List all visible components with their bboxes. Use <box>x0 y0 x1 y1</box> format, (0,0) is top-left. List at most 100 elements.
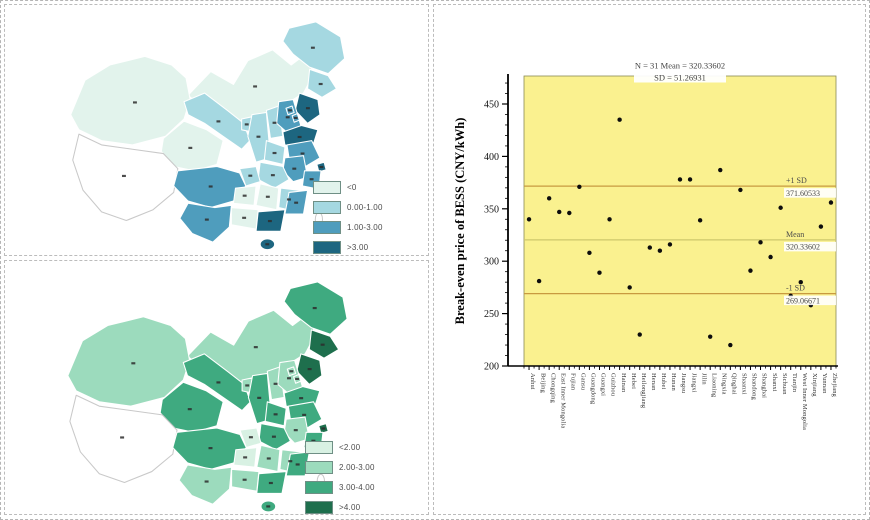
x-tick-label: Guangdong <box>590 373 597 405</box>
scatter-point <box>647 245 653 250</box>
stat-value-bg <box>784 188 836 198</box>
x-tick-label: Shanghai <box>761 373 768 398</box>
legend-label: >3.00 <box>347 243 369 252</box>
bess-scatter-chart: 200 250 300 350 400 450 Anhui Beijing Chongqing E… <box>453 60 838 430</box>
province-tibet <box>72 133 179 222</box>
province-value-marker <box>253 85 258 88</box>
x-tick-label: Hainan <box>620 373 627 393</box>
province-value-marker <box>293 116 298 120</box>
y-tick-label: 200 <box>484 362 499 373</box>
province-value-marker <box>245 384 250 387</box>
scatter-point <box>577 184 582 189</box>
stat-line-value: 320.33602 <box>786 243 820 252</box>
chart-title-line2: SD = 51.26931 <box>654 73 706 83</box>
x-tick-label: Xinjiang <box>811 373 818 397</box>
plot-area <box>523 75 837 367</box>
scatter-point <box>718 167 723 173</box>
legend-row: <2.00 <box>305 441 375 454</box>
province-value-marker <box>286 198 291 201</box>
scatter-point <box>567 210 572 216</box>
legend-row: >3.00 <box>313 241 383 254</box>
province-value-marker <box>297 135 302 139</box>
province-value-marker <box>273 413 278 416</box>
province-value-marker <box>288 109 292 112</box>
province-value-marker <box>132 101 137 104</box>
scatter-point <box>697 218 703 223</box>
province-value-marker <box>285 116 290 119</box>
province-value-marker <box>293 429 298 432</box>
legend-label: 0.00-1.00 <box>347 203 383 212</box>
legend-swatch <box>305 501 333 514</box>
province-value-marker <box>318 82 323 86</box>
province-value-marker <box>267 219 272 223</box>
province-value-marker <box>302 413 307 416</box>
province-value-marker <box>270 174 275 177</box>
scatter-point <box>677 177 683 182</box>
province-value-marker <box>288 460 293 463</box>
province-value-marker <box>208 185 213 188</box>
province-value-marker <box>257 396 262 399</box>
legend-row: 1.00-3.00 <box>313 221 383 234</box>
x-tick-label: Yunnan <box>821 373 828 394</box>
title-bg2 <box>634 72 726 83</box>
province-value-marker <box>242 478 247 481</box>
scatter-point <box>707 334 713 339</box>
chart-title-line1: N = 31 Mean = 320.33602 <box>635 61 725 71</box>
province-value-marker <box>319 165 324 169</box>
province-value-marker <box>266 457 271 460</box>
scatter-point <box>597 270 602 275</box>
province-value-marker <box>208 447 213 450</box>
x-tick-label: Tianjin <box>791 373 798 393</box>
province-value-marker <box>243 456 248 459</box>
scatter-point <box>748 268 753 273</box>
y-axis-title: Break-even price of BESS (CNY/kWh) <box>453 118 467 325</box>
stat-line-label: Mean <box>786 230 804 239</box>
stat-line-value: 269.06671 <box>786 296 820 305</box>
province-value-marker <box>292 167 297 170</box>
legend-row: <0 <box>313 181 383 194</box>
x-tick-label: Anhui <box>529 373 536 390</box>
legend-swatch <box>313 181 341 194</box>
legend-label: 3.00-4.00 <box>339 483 375 492</box>
province-value-marker <box>305 107 310 110</box>
scatter-point <box>536 278 542 284</box>
legend-label: <0 <box>347 183 357 192</box>
stat-value-bg <box>784 241 836 252</box>
province-value-marker <box>216 120 221 123</box>
scatter-point <box>818 224 824 229</box>
stat-line-label: -1 SD <box>786 284 805 293</box>
province-value-marker <box>307 368 312 371</box>
x-tick-label: East Inner Mongolia <box>559 373 566 428</box>
x-tick-label: West Inner Mongolia <box>801 373 808 430</box>
scatter-point <box>758 240 763 245</box>
scatter-point <box>828 200 834 205</box>
legend-swatch <box>313 201 341 214</box>
map-top-legend: <0 0.00-1.00 1.00-3.00 >3.00 <box>313 181 383 254</box>
province-yunnan <box>178 464 233 505</box>
x-tick-label: Hunan <box>670 373 677 391</box>
legend-label: <2.00 <box>339 443 361 452</box>
x-tick-label: Shandong <box>751 373 758 400</box>
stat-value-bg <box>784 295 836 306</box>
scatter-point <box>546 196 552 201</box>
scatter-point <box>526 217 532 222</box>
stat-line-value: 371.60533 <box>786 189 820 198</box>
legend-label: >4.00 <box>339 503 361 512</box>
scatter-point <box>738 187 743 193</box>
province-value-marker <box>311 439 316 442</box>
stat-line-label: +1 SD <box>786 176 807 185</box>
province-value-marker <box>321 427 326 430</box>
map-bottom-legend: <2.00 2.00-3.00 3.00-4.00 >4.00 <box>305 441 375 514</box>
x-tick-label: Fujian <box>569 373 576 391</box>
x-tick-label: Hubei <box>660 373 667 389</box>
province-value-marker <box>120 436 125 439</box>
scatter-point <box>667 242 673 247</box>
legend-swatch <box>313 221 341 234</box>
legend-row: >4.00 <box>305 501 375 514</box>
x-tick-label: Guangxi <box>600 373 607 396</box>
scatter-point <box>557 209 562 215</box>
province-yunnan <box>179 202 232 243</box>
y-tick-label: 250 <box>484 309 499 320</box>
x-tick-label: Henan <box>650 373 657 391</box>
x-tick-label: Shaanxi <box>741 373 748 395</box>
